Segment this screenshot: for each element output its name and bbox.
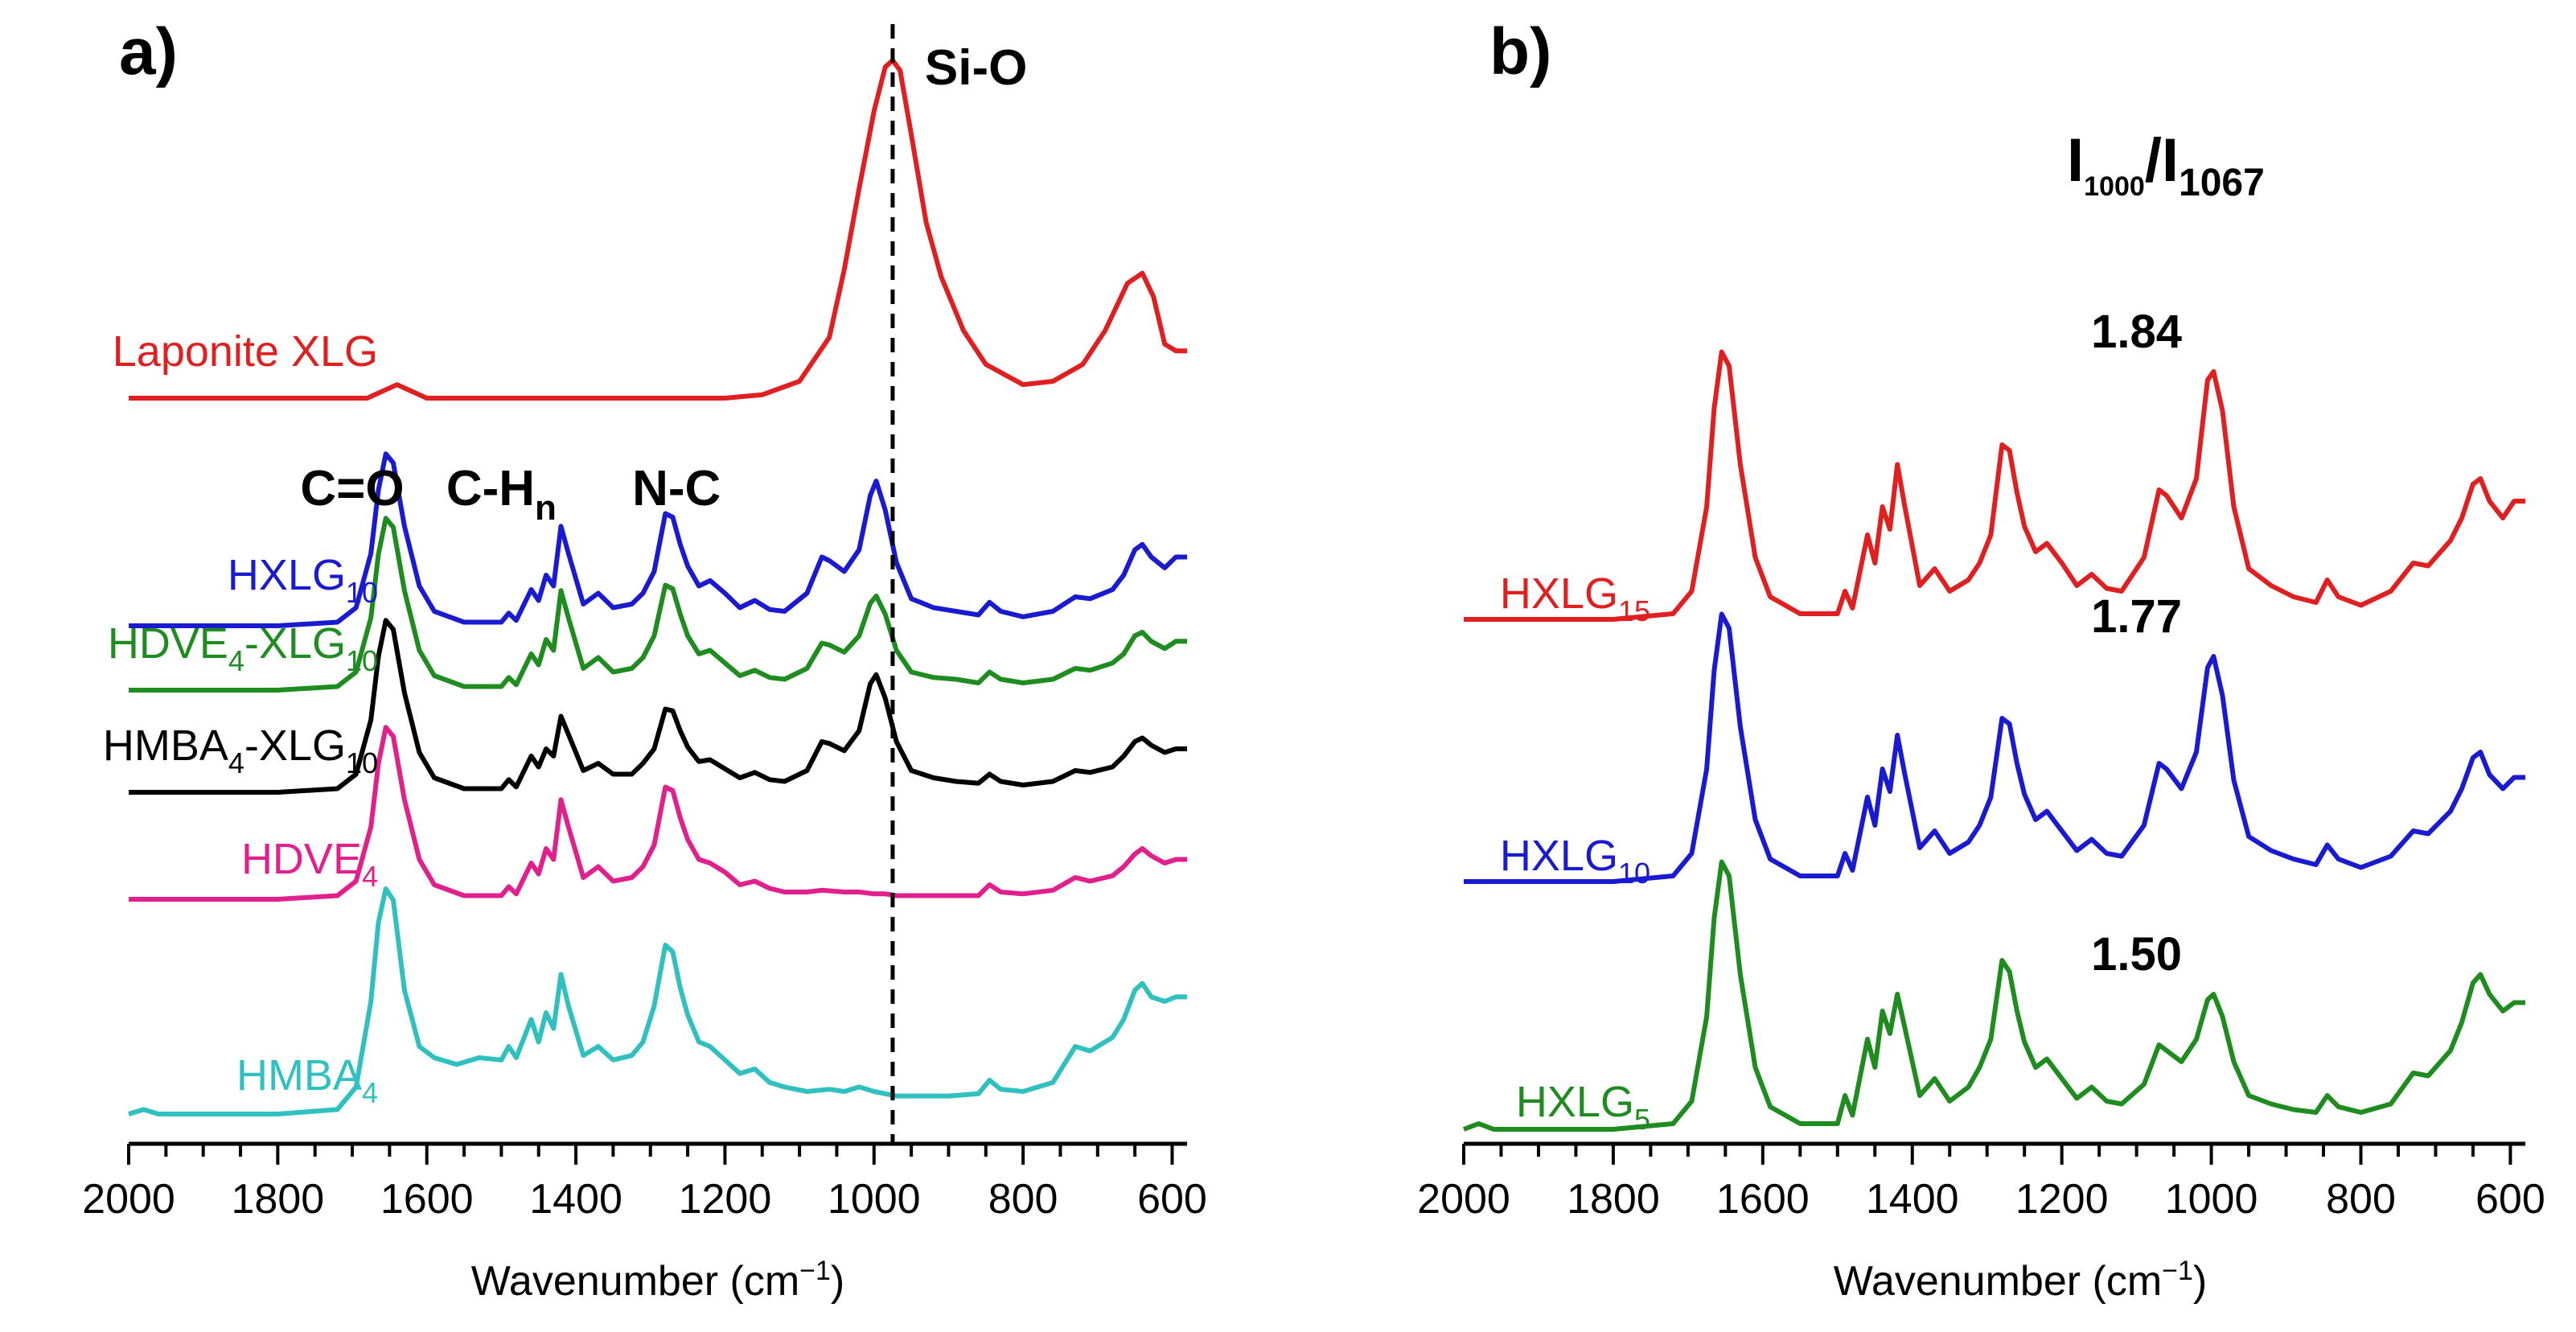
series-line-hmba4-xlg10 (129, 618, 1187, 795)
tick-label-600: 600 (2475, 1176, 2545, 1223)
tick-label-2000: 2000 (1417, 1176, 1510, 1223)
annotation-n-c: N-C (632, 461, 721, 516)
ratio-label-hxlg5: 1.50 (2091, 928, 2182, 980)
series-label-hxlg5: HXLG5 (1516, 1078, 1650, 1136)
panel-b: b) I1000/I1067 HXLG15 HXLG10 HXLG5 1.84 1.7… (1417, 15, 2545, 1305)
panel-a: a) Laponite XLG HXLG10 HDVE4-XLG10 HMBA4-XL… (82, 15, 1207, 1305)
tick-label-1800: 1800 (232, 1176, 325, 1223)
panel-b-x-axis-title: Wavenumber (cm−1) (1834, 1256, 2208, 1305)
panel-a-label: a) (119, 15, 178, 88)
annotation-c-o: C=O (300, 461, 404, 516)
ratio-label-hxlg15: 1.84 (2091, 306, 2182, 358)
series-line-hxlg10 (1464, 611, 2525, 884)
annotation-c-hn: C-Hn (446, 461, 557, 528)
tick-label-600: 600 (1137, 1176, 1207, 1223)
tick-label-800: 800 (2326, 1176, 2396, 1223)
tick-label-1000: 1000 (828, 1176, 921, 1223)
series-label-hxlg15: HXLG15 (1500, 569, 1650, 627)
series-label-hdve4: HDVE4 (241, 835, 378, 893)
tick-label-1200: 1200 (2015, 1176, 2109, 1223)
series-label-hmba4: HMBA4 (236, 1051, 378, 1109)
series-line-hmba4 (128, 886, 1187, 1116)
panel-b-label: b) (1489, 15, 1551, 88)
tick-label-1400: 1400 (529, 1176, 622, 1223)
tick-label-2000: 2000 (82, 1176, 175, 1223)
series-label-laponite-xlg: Laponite XLG (113, 327, 378, 376)
tick-label-1800: 1800 (1567, 1176, 1660, 1223)
tick-label-1400: 1400 (1866, 1176, 1959, 1223)
series-line-hxlg15 (1464, 349, 2525, 622)
tick-label-800: 800 (988, 1176, 1058, 1223)
series-label-hdve4-xlg10: HDVE4-XLG10 (108, 619, 378, 677)
tick-label-1600: 1600 (380, 1176, 474, 1223)
series-line-hxlg5 (1462, 859, 2525, 1132)
si-o-label: Si-O (925, 40, 1027, 96)
series-line-hdve4-xlg10 (129, 516, 1187, 693)
tick-label-1200: 1200 (679, 1176, 772, 1223)
series-label-hxlg10: HXLG10 (1500, 832, 1650, 890)
series-label-hxlg10: HXLG10 (228, 551, 378, 609)
series-line-laponite-xlg (129, 58, 1187, 401)
series-label-hmba4-xlg10: HMBA4-XLG10 (103, 722, 378, 779)
tick-label-1000: 1000 (2165, 1176, 2258, 1223)
panel-a-x-axis-title: Wavenumber (cm−1) (471, 1256, 845, 1305)
intensity-ratio-header: I1000/I1067 (2067, 126, 2265, 204)
series-line-hxlg10 (129, 451, 1187, 628)
series-line-hdve4 (129, 725, 1187, 902)
tick-label-1600: 1600 (1716, 1176, 1810, 1223)
ratio-label-hxlg10: 1.77 (2091, 590, 2182, 643)
